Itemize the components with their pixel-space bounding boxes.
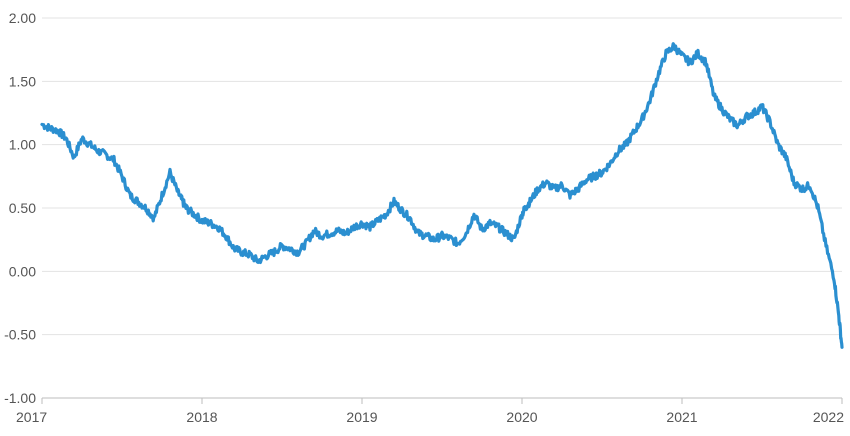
series-line — [40, 42, 844, 349]
x-tick-label: 2020 — [506, 409, 537, 425]
x-tick-label: 2018 — [186, 409, 217, 425]
y-tick-label: 0.00 — [9, 263, 36, 279]
y-tick-label: 1.00 — [9, 137, 36, 153]
x-tick-label: 2022 — [813, 409, 844, 425]
x-tick-label: 2017 — [16, 409, 47, 425]
x-tick-label: 2021 — [666, 409, 697, 425]
y-tick-label: 2.00 — [9, 10, 36, 26]
x-axis — [41, 397, 843, 404]
y-tick-label: 0.50 — [9, 200, 36, 216]
y-tick-label: -1.00 — [4, 390, 36, 406]
y-tick-label: 1.50 — [9, 73, 36, 89]
plot-area — [40, 42, 844, 349]
gridlines — [42, 17, 842, 336]
y-axis-tick-labels: 2.00 1.50 1.00 0.50 0.00 -0.50 -1.00 — [4, 10, 36, 406]
x-axis-tick-labels: 2017 2018 2019 2020 2021 2022 — [16, 409, 844, 425]
x-tick-label: 2019 — [346, 409, 377, 425]
y-tick-label: -0.50 — [4, 327, 36, 343]
